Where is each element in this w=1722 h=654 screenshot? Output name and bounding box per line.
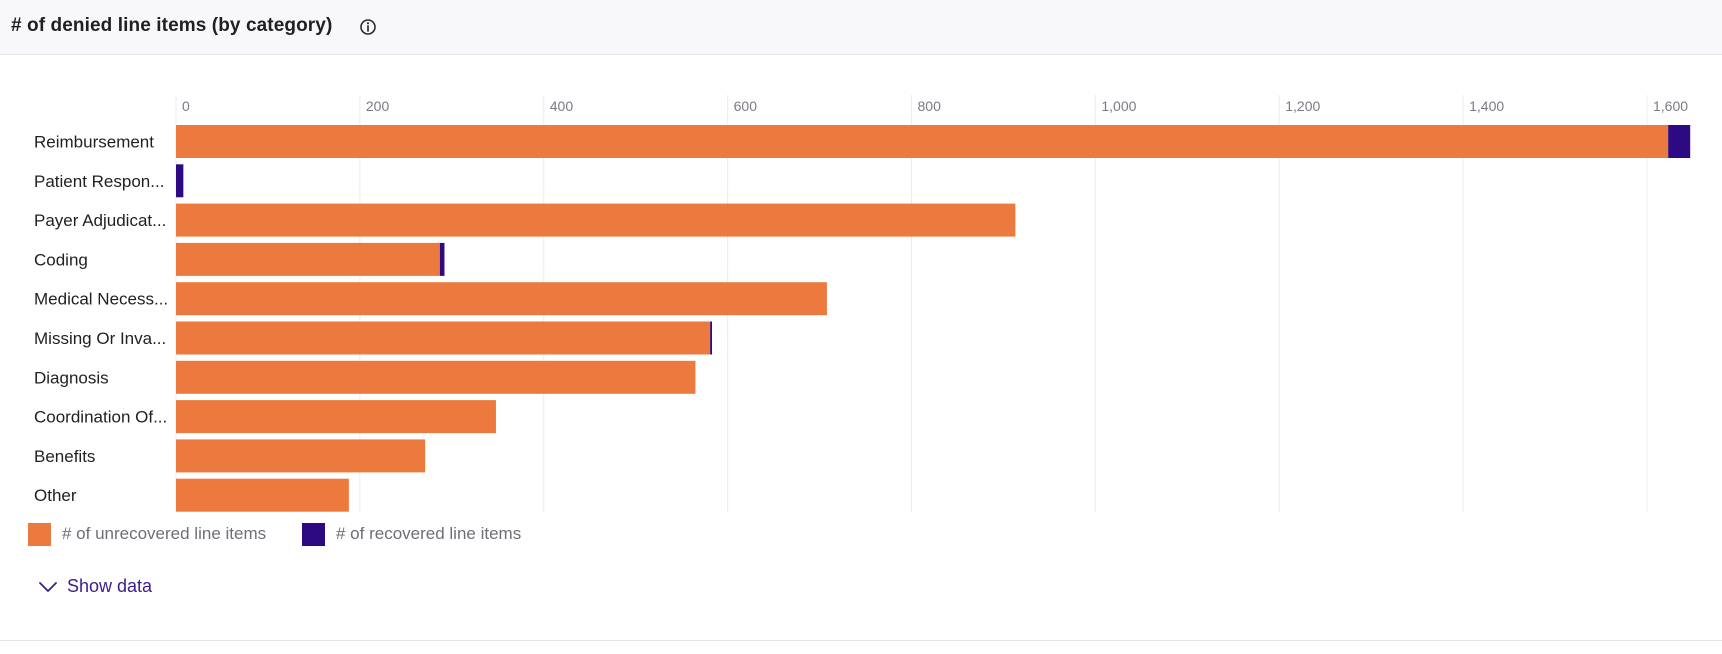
chart-header: # of denied line items (by category) — [0, 0, 1722, 55]
y-category-label: Medical Necess... — [34, 290, 168, 309]
y-category-label: Reimbursement — [34, 133, 154, 152]
chevron-down-icon — [39, 581, 57, 592]
bar-recovered — [176, 164, 184, 198]
bar-unrecovered — [176, 125, 1669, 158]
legend-swatch-recovered — [302, 522, 325, 546]
y-category-label: Coordination Of... — [34, 408, 167, 427]
bar-recovered — [439, 242, 445, 276]
bar-unrecovered — [176, 203, 1016, 237]
legend-label-unrecovered: # of unrecovered line items — [62, 524, 267, 543]
show-data-toggle[interactable]: Show data — [38, 576, 152, 597]
bar-unrecovered — [176, 439, 426, 473]
x-tick-label: 400 — [550, 98, 574, 114]
x-tick-label: 1,400 — [1469, 98, 1504, 114]
bar-recovered — [710, 321, 712, 355]
bar-unrecovered — [176, 282, 827, 316]
x-tick-label: 800 — [918, 98, 942, 114]
x-tick-label: 200 — [366, 98, 390, 114]
legend-label-recovered: # of recovered line items — [336, 524, 522, 543]
y-category-label: Other — [34, 486, 77, 505]
bar-chart: 0 200 400 600 800 1,000 1,200 1,400 1,600 Reimbur… — [34, 95, 1691, 512]
x-tick-label: 1,000 — [1101, 98, 1136, 114]
show-data-label: Show data — [67, 576, 153, 596]
bar-unrecovered — [176, 400, 496, 434]
bar-unrecovered — [176, 242, 440, 276]
y-category-label: Coding — [34, 250, 88, 269]
legend-swatch-unrecovered — [28, 522, 51, 546]
x-tick-label: 1,200 — [1285, 98, 1320, 114]
legend-item-unrecovered[interactable]: # of unrecovered line items — [28, 522, 266, 546]
y-category-label: Missing Or Inva... — [34, 329, 166, 348]
y-category-label: Patient Respon... — [34, 172, 164, 191]
info-circle-icon[interactable] — [358, 17, 378, 37]
bar-unrecovered — [176, 321, 711, 355]
x-tick-label: 600 — [734, 98, 758, 114]
bar-unrecovered — [176, 478, 349, 512]
bar-recovered — [1668, 125, 1691, 158]
y-category-label: Diagnosis — [34, 368, 109, 387]
panel-bottom-divider — [0, 640, 1722, 641]
x-tick-label: 0 — [182, 98, 190, 114]
y-category-label: Payer Adjudicat... — [34, 211, 166, 230]
y-category-label: Benefits — [34, 447, 95, 466]
legend-item-recovered[interactable]: # of recovered line items — [302, 522, 521, 546]
x-tick-label: 1,600 — [1653, 98, 1688, 114]
bar-unrecovered — [176, 360, 696, 394]
chart-title: # of denied line items (by category) — [11, 15, 333, 36]
